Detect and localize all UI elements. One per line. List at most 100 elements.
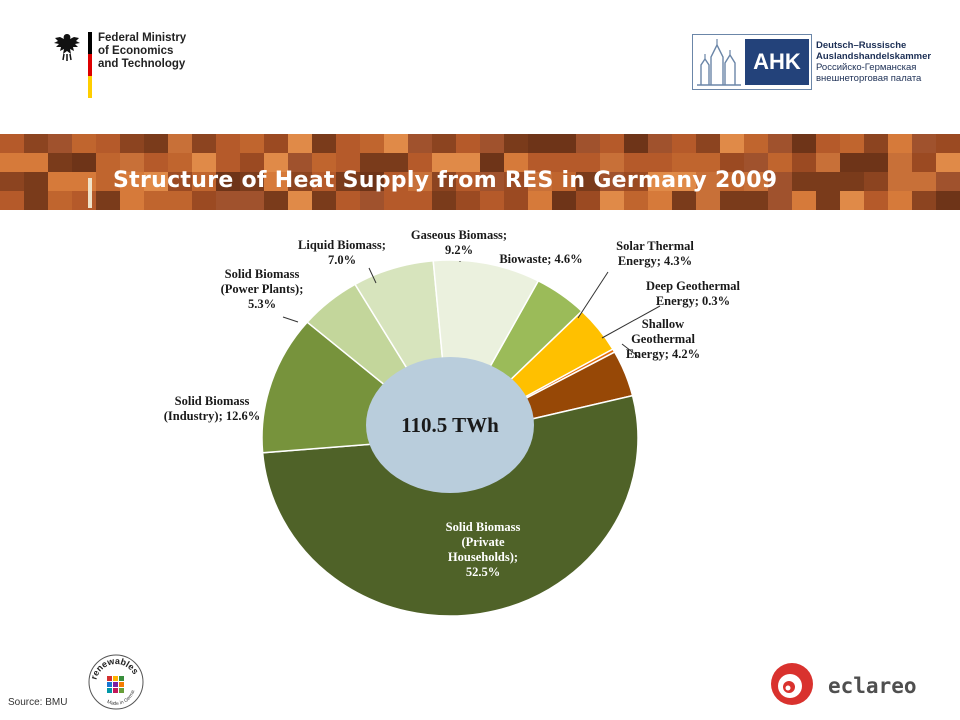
slice-label-line: Gaseous Biomass; [411,228,507,242]
mosaic-tile [192,153,216,172]
mosaic-tile [336,191,360,210]
mosaic-tile [24,172,48,191]
mosaic-tile [720,172,744,191]
mosaic-tile [672,191,696,210]
mosaic-tile [576,153,600,172]
mosaic-tile [192,172,216,191]
mosaic-tile [384,134,408,153]
ahk-line: внешнеторговая палата [816,73,922,84]
mosaic-tile [408,153,432,172]
mosaic-tile [432,134,456,153]
eclareon-wordmark: eclareon [828,674,918,698]
mosaic-tile [888,153,912,172]
mosaic-tile [48,172,72,191]
mosaic-tile [216,191,240,210]
mosaic-tile [504,172,528,191]
mosaic-tile [696,172,720,191]
title-banner [0,134,960,210]
mosaic-tile [552,172,576,191]
mosaic-tile [240,134,264,153]
mosaic-tile [312,191,336,210]
slice-label-line: (Private [461,535,504,549]
mosaic-tile [120,191,144,210]
slice-label-line: 5.3% [248,297,276,311]
renewables-grid-icon [107,676,124,693]
mosaic-tile [888,172,912,191]
ahk-logo: AHK Deutsch–Russische Auslandshandelskam… [692,34,931,90]
mosaic-tile [120,134,144,153]
mosaic-tile [912,172,936,191]
slice-label: Solid Biomass (Power Plants); 5.3% [221,267,304,311]
mosaic-tile [240,191,264,210]
donut-hole [366,357,534,493]
mosaic-tile [96,172,120,191]
slice-label-line: Liquid Biomass; [298,238,386,252]
mosaic-tile [600,134,624,153]
mosaic-tile [816,134,840,153]
ministry-name: Federal Ministry of Economics and Techno… [98,32,186,71]
center-total-label: 110.5 TWh [401,413,499,437]
mosaic-tile [240,153,264,172]
slice-label: Solid Biomass (Industry); 12.6% [164,394,261,423]
slice-label-line: Solid Biomass [175,394,250,408]
mosaic-tile [504,191,528,210]
mosaic-tile [672,172,696,191]
mosaic-tile [528,134,552,153]
mosaic-tile [432,191,456,210]
ministry-line: Federal Ministry [98,32,187,44]
mosaic-tile [288,172,312,191]
mosaic-tile [552,134,576,153]
banner-accent-bar [88,178,92,208]
slice-label-line: Energy; 0.3% [656,294,730,308]
mosaic-tile [840,172,864,191]
slice-label-line: 7.0% [328,253,356,267]
mosaic-tile [264,134,288,153]
slice-label-line: Deep Geothermal [646,279,741,293]
mosaic-tile [816,191,840,210]
mosaic-tile [624,134,648,153]
page-title: Structure of Heat Supply from RES in Ger… [113,168,778,193]
mosaic-tile [648,191,672,210]
source-note: Source: BMU [8,697,68,708]
slice-label-line: Solid Biomass [225,267,300,281]
mosaic-tile [840,191,864,210]
mosaic-tile [312,172,336,191]
mosaic-tile [864,134,888,153]
mosaic-tile [384,153,408,172]
mosaic-tile [312,153,336,172]
mosaic-tile [48,134,72,153]
pie-slice [261,394,639,617]
mosaic-tile [696,134,720,153]
mosaic-tile [264,172,288,191]
mosaic-tile [576,191,600,210]
mosaic-tile [528,172,552,191]
mosaic-tile [576,172,600,191]
mosaic-tile [672,134,696,153]
leader-line [601,305,661,339]
mosaic-tile [288,134,312,153]
mosaic-tile [624,153,648,172]
mosaic-tile [120,172,144,191]
mosaic-tile [528,153,552,172]
mosaic-tile [264,191,288,210]
ahk-mark: AHK [745,39,809,85]
mosaic-tile [168,134,192,153]
mosaic-tile [144,191,168,210]
mosaic-tile [24,191,48,210]
ahk-line: Российско-Германская [816,62,917,73]
mosaic-tile [912,191,936,210]
mosaic-tile [0,153,24,172]
mosaic-tile [456,172,480,191]
slice-label-line: Geothermal [631,332,695,346]
mosaic-tile [888,191,912,210]
mosaic-tile [72,153,96,172]
mosaic-tile [912,153,936,172]
mosaic-tile [384,172,408,191]
mosaic-tile [192,134,216,153]
mosaic-tile [600,153,624,172]
mosaic-tile [864,191,888,210]
mosaic-tile [96,153,120,172]
mosaic-tile [792,172,816,191]
mosaic-tile [408,172,432,191]
mosaic-tile [360,134,384,153]
